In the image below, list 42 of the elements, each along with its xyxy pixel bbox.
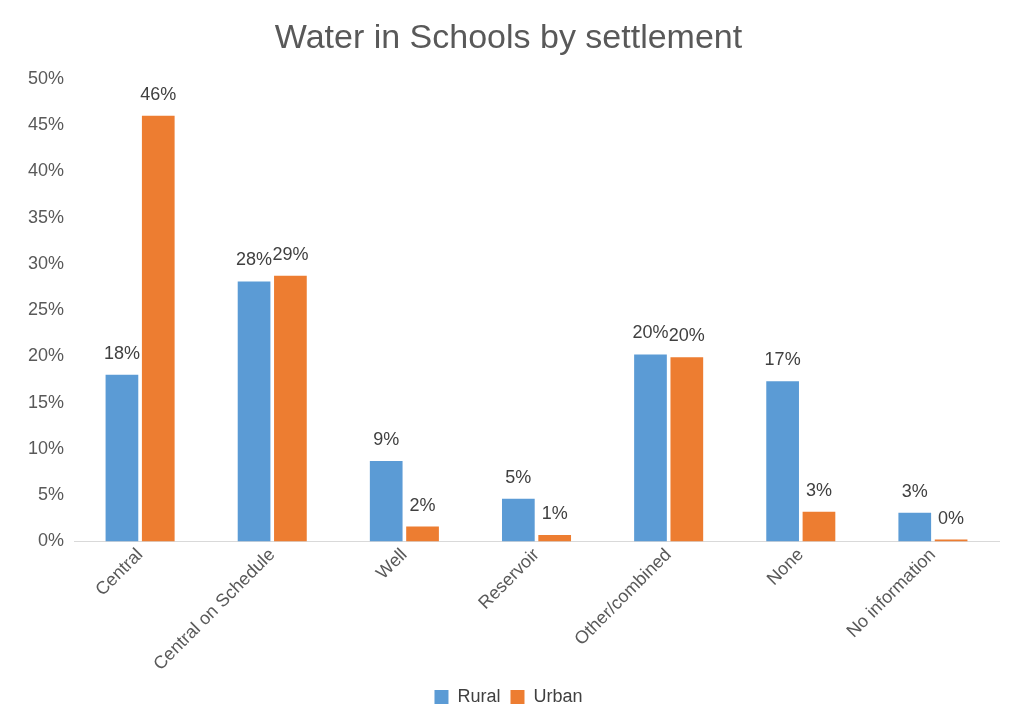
bar [406,526,439,542]
data-label: 46% [140,83,177,104]
data-label: 20% [632,322,669,343]
data-label: 29% [272,243,309,264]
y-tick-label: 0% [38,530,65,551]
y-tick-label: 40% [28,160,65,181]
y-tick-label: 25% [28,299,65,320]
bar [538,534,572,542]
bar [670,357,704,542]
bar [802,511,836,542]
data-label: 18% [103,342,140,363]
bar [501,498,535,542]
data-label: 1% [541,502,568,523]
bar [141,115,175,542]
x-tick-label: Well [372,544,411,583]
data-label: 2% [409,494,436,515]
data-label: 20% [668,325,705,346]
bar [898,512,932,542]
data-label: 5% [505,466,532,487]
y-tick-label: 30% [28,252,65,273]
y-tick-label: 20% [28,345,65,366]
data-label: 28% [236,249,273,270]
data-label: 0% [938,507,965,528]
legend-label: Rural [457,685,501,706]
bar [369,460,403,542]
bar [274,275,307,542]
y-tick-label: 5% [38,484,65,505]
bar [105,374,139,542]
y-tick-label: 35% [28,206,65,227]
y-tick-label: 45% [28,114,65,135]
y-tick-label: 10% [28,437,65,458]
chart-title: Water in Schools by settlement [274,16,743,55]
data-label: 17% [764,349,801,370]
legend-label: Urban [533,685,583,706]
bar [634,354,667,542]
bar [237,281,271,542]
bar [766,381,799,542]
y-tick-label: 15% [28,391,65,412]
data-label: 3% [805,479,832,500]
data-label: 9% [373,428,400,449]
data-label: 3% [901,480,928,501]
y-tick-label: 50% [28,67,65,88]
